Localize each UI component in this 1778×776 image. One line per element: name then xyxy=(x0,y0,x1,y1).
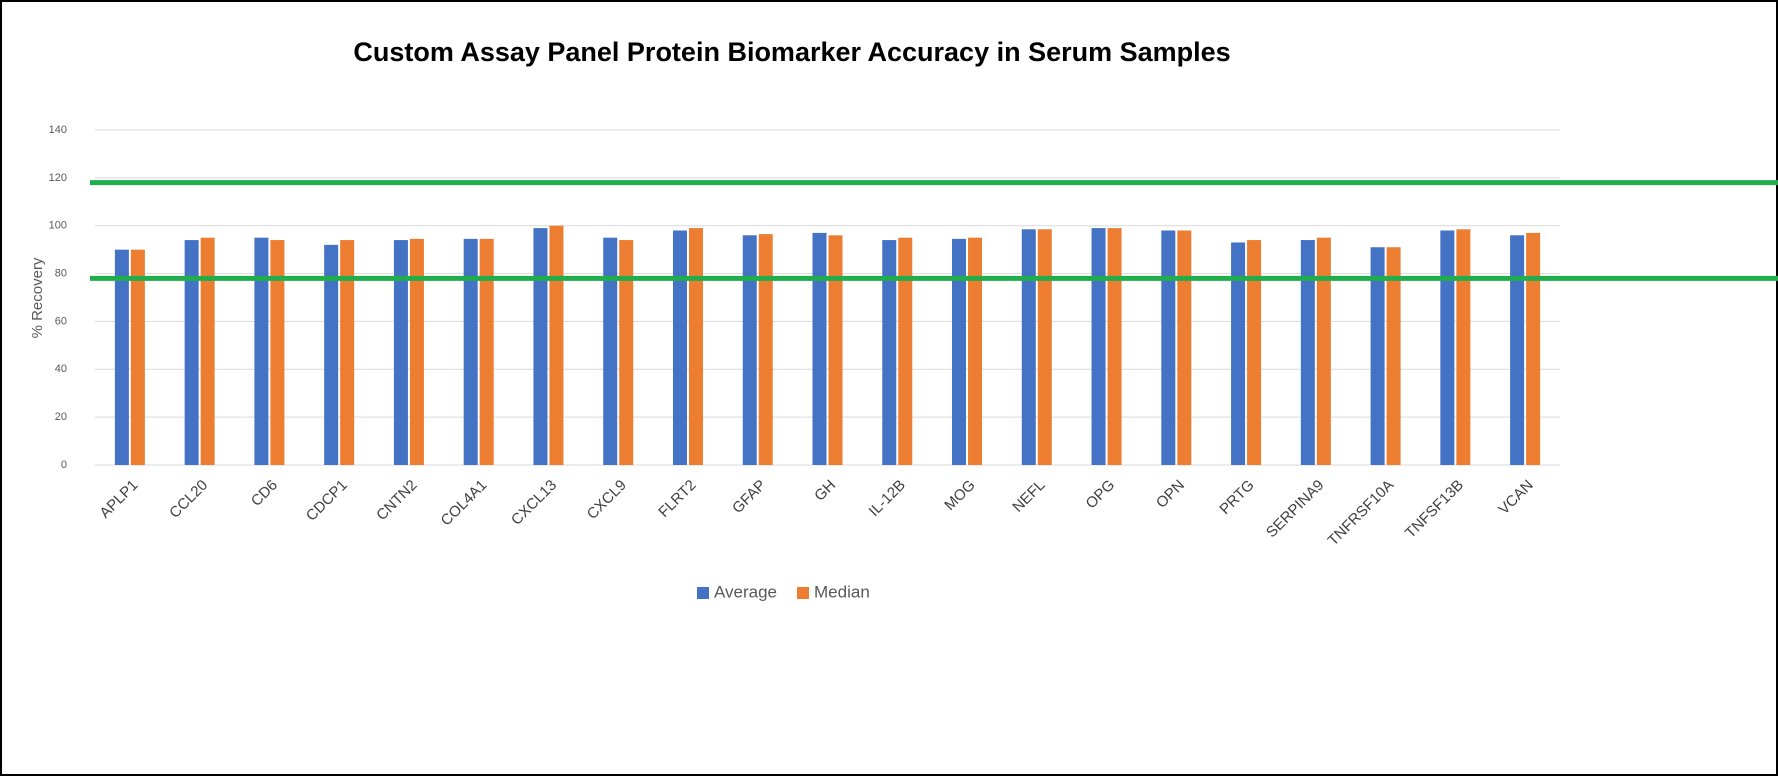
bar xyxy=(603,237,618,465)
x-tick-label: CCL20 xyxy=(166,477,211,522)
bar xyxy=(1370,247,1385,465)
y-tick-label: 60 xyxy=(55,315,67,327)
bar xyxy=(1247,240,1262,465)
y-tick-label: 0 xyxy=(61,459,67,471)
x-tick-label: CXCL13 xyxy=(508,477,560,529)
bar xyxy=(742,235,757,465)
bar xyxy=(1177,230,1192,465)
bar xyxy=(1107,228,1122,465)
x-tick-label: CXCL9 xyxy=(584,477,630,523)
bar xyxy=(393,240,408,465)
bar xyxy=(812,232,827,465)
x-tick-label: COL4A1 xyxy=(438,477,491,530)
x-tick-label: MOG xyxy=(941,477,978,514)
bar xyxy=(463,238,478,465)
x-tick-label: APLP1 xyxy=(96,477,141,522)
bar xyxy=(952,238,967,465)
x-tick-label: VCAN xyxy=(1495,477,1536,518)
legend-label: Average xyxy=(714,582,777,601)
y-tick-label: 100 xyxy=(49,220,67,232)
bar xyxy=(1316,237,1331,465)
bar xyxy=(828,235,843,465)
x-tick-label: IL-12B xyxy=(866,477,909,520)
bar xyxy=(1300,240,1315,465)
bar xyxy=(672,230,687,465)
y-axis-label: % Recovery xyxy=(29,257,46,338)
bar xyxy=(549,225,564,465)
bar xyxy=(200,237,215,465)
bar xyxy=(619,240,634,465)
x-tick-label: GH xyxy=(811,477,839,505)
x-tick-label: FLRT2 xyxy=(655,477,699,521)
bar xyxy=(184,240,199,465)
bar xyxy=(114,249,129,465)
x-tick-label: OPG xyxy=(1083,477,1119,513)
x-tick-label: CNTN2 xyxy=(373,477,420,524)
legend-swatch xyxy=(697,587,709,599)
bar xyxy=(1456,229,1471,465)
bar xyxy=(688,228,703,465)
bar xyxy=(1231,242,1246,465)
y-tick-label: 140 xyxy=(49,124,67,136)
bar xyxy=(1021,229,1036,465)
bar xyxy=(479,238,494,465)
bar xyxy=(533,228,548,465)
x-tick-label: TNFRSF10A xyxy=(1324,477,1397,550)
bar xyxy=(1526,232,1541,465)
bar xyxy=(1510,235,1525,465)
bar xyxy=(254,237,269,465)
bar xyxy=(324,244,339,465)
bar xyxy=(1161,230,1176,465)
bar xyxy=(1091,228,1106,465)
legend-swatch xyxy=(797,587,810,599)
x-tick-label: PRTG xyxy=(1216,477,1257,518)
bar xyxy=(409,238,424,465)
bar xyxy=(968,237,983,465)
x-tick-label: TNFSF13B xyxy=(1402,477,1467,542)
bar xyxy=(1386,247,1401,465)
bar xyxy=(898,237,913,465)
bar xyxy=(882,240,897,465)
bar xyxy=(340,240,355,465)
bar xyxy=(130,249,145,465)
y-tick-label: 20 xyxy=(55,411,67,423)
x-tick-label: GFAP xyxy=(729,477,769,517)
bar xyxy=(1440,230,1455,465)
bar xyxy=(270,240,285,465)
x-tick-label: OPN xyxy=(1153,477,1188,512)
x-tick-label: CDCP1 xyxy=(303,477,351,525)
chart-title: Custom Assay Panel Protein Biomarker Acc… xyxy=(353,37,1230,67)
x-tick-label: SERPINA9 xyxy=(1263,477,1327,541)
x-tick-label: CD6 xyxy=(248,477,281,510)
y-tick-label: 120 xyxy=(49,172,67,184)
x-tick-label: NEFL xyxy=(1009,477,1048,516)
y-tick-label: 80 xyxy=(55,267,67,279)
bar xyxy=(1037,229,1052,465)
bar xyxy=(758,234,773,465)
legend-label: Median xyxy=(814,582,870,601)
y-tick-label: 40 xyxy=(55,363,67,375)
